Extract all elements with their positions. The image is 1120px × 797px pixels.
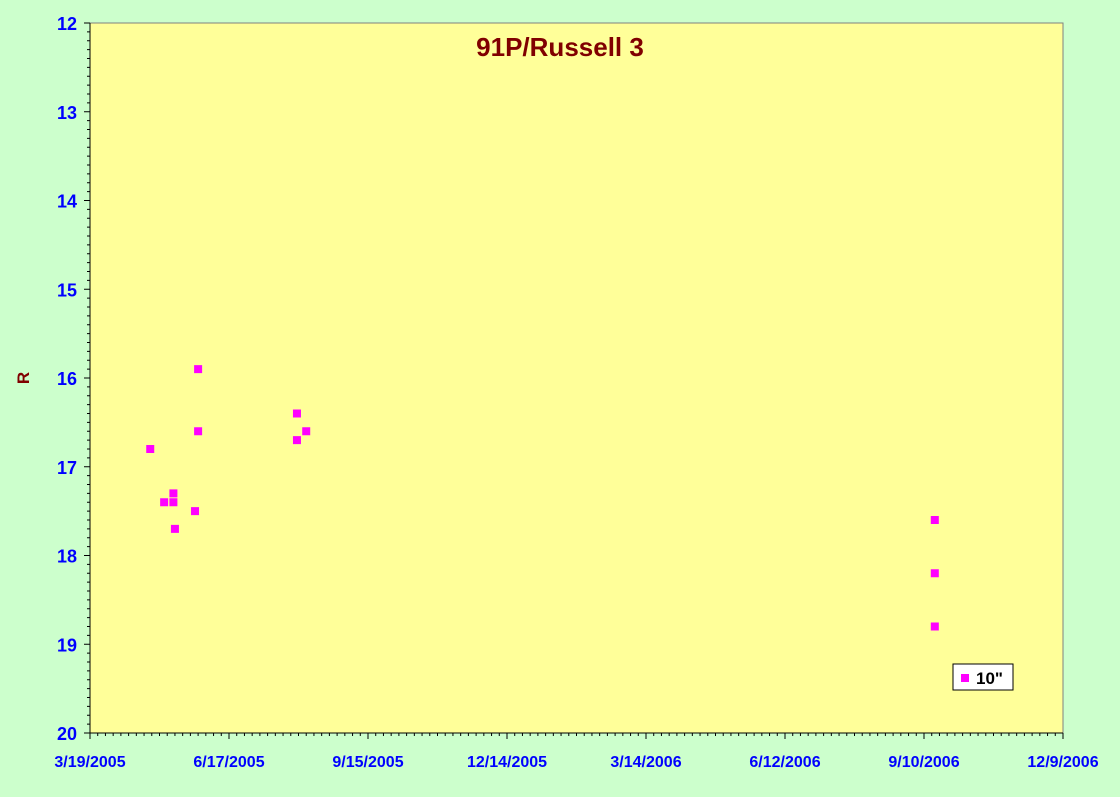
data-point [302,427,311,436]
x-tick-label: 3/19/2005 [54,754,125,771]
legend: 10" [952,663,1014,691]
x-tick-label: 9/10/2006 [888,754,959,771]
x-axis-ticks [89,733,1064,739]
data-point [194,365,203,374]
x-tick-label: 9/15/2005 [332,754,403,771]
y-tick-label: 14 [57,192,77,212]
data-point [292,436,301,445]
data-point [930,622,939,631]
legend-label: 10" [976,669,1003,688]
y-axis-label: R [14,372,33,384]
data-points [146,365,939,631]
data-point [930,516,939,524]
x-tick-label: 12/14/2005 [467,754,547,771]
x-axis-tick-labels: 3/19/2005 6/17/2005 9/15/2005 12/14/2005 3/1… [54,754,1098,771]
x-tick-label: 12/9/2006 [1027,754,1098,771]
data-point [169,498,178,507]
data-point [170,524,179,533]
plot-area [89,22,1064,734]
chart-title: 91P/Russell 3 [476,32,644,62]
x-tick-label: 6/12/2006 [749,754,820,771]
x-tick-label: 6/17/2005 [193,754,264,771]
data-point [930,569,939,578]
y-tick-label: 20 [57,724,77,744]
x-tick-label: 3/14/2006 [610,754,681,771]
data-point [194,427,203,436]
data-point [292,409,301,418]
data-point [160,498,169,507]
y-axis-tick-labels: 12 13 14 15 16 17 18 19 20 [57,14,77,744]
data-point [146,445,155,453]
y-tick-label: 15 [57,280,77,300]
y-axis-ticks [84,22,90,734]
y-tick-label: 19 [57,635,77,655]
y-tick-label: 13 [57,103,77,123]
y-tick-label: 17 [57,458,77,478]
y-tick-label: 16 [57,369,77,389]
legend-marker [961,674,969,682]
y-tick-label: 18 [57,547,77,567]
y-tick-label: 12 [57,14,77,34]
data-point [191,507,200,516]
data-point [169,489,178,498]
